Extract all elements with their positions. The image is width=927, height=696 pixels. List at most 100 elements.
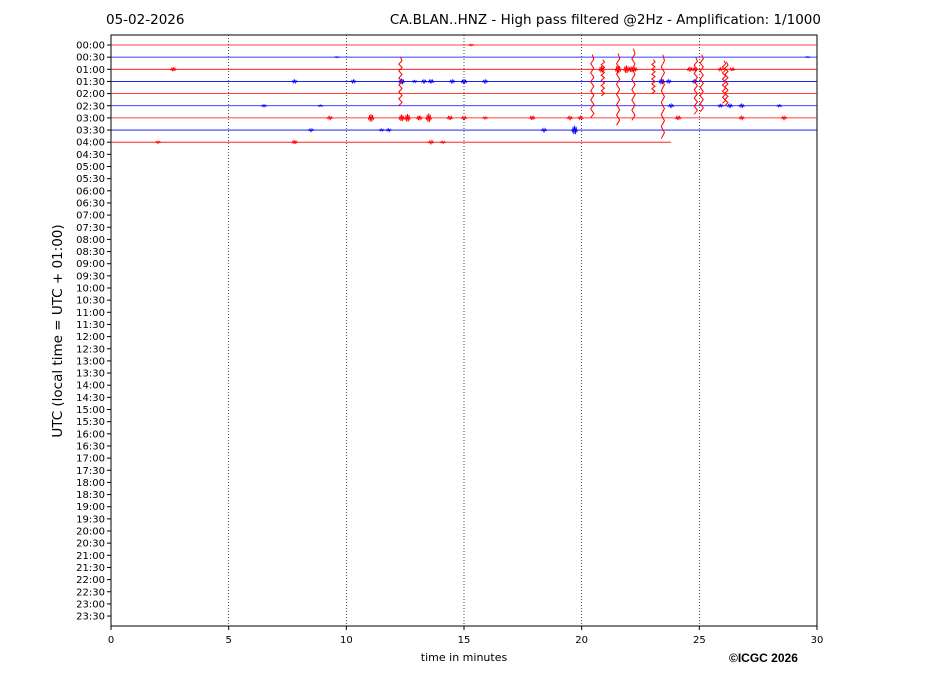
- y-tick-label: 07:00: [76, 211, 105, 222]
- y-axis-label: UTC (local time = UTC + 01:00): [50, 224, 66, 438]
- y-tick-label: 15:30: [76, 417, 105, 428]
- y-tick-label: 02:00: [76, 89, 105, 100]
- earthquake-spike: [590, 54, 595, 119]
- y-tick-label: 20:30: [76, 539, 105, 550]
- y-tick-label: 21:00: [76, 551, 105, 562]
- x-tick-label: 15: [458, 635, 471, 646]
- seismic-burst: [666, 102, 675, 109]
- y-tick-label: 11:00: [76, 308, 105, 319]
- x-tick-label: 10: [340, 635, 353, 646]
- seismic-burst: [726, 102, 734, 109]
- seismic-burst: [776, 103, 783, 108]
- seismic-burst: [446, 115, 454, 120]
- seismic-burst: [481, 115, 489, 120]
- x-axis-label: time in minutes: [420, 651, 508, 664]
- seismic-burst: [326, 114, 334, 121]
- y-tick-label: 06:30: [76, 198, 105, 209]
- y-tick-label: 14:00: [76, 381, 105, 392]
- seismic-burst: [154, 140, 162, 145]
- y-tick-label: 11:30: [76, 320, 105, 331]
- y-tick-label: 17:30: [76, 466, 105, 477]
- seismic-burst: [367, 113, 375, 122]
- y-tick-label: 21:30: [76, 563, 105, 574]
- x-tick-label: 5: [225, 635, 231, 646]
- y-tick-label: 03:00: [76, 113, 105, 124]
- seismic-burst: [378, 127, 385, 132]
- seismic-burst: [528, 115, 536, 120]
- seismic-burst: [737, 114, 745, 121]
- seismic-burst: [566, 114, 574, 121]
- seismic-burst: [729, 66, 736, 72]
- earthquake-spike: [600, 59, 606, 97]
- seismic-burst: [384, 127, 392, 133]
- y-tick-label: 13:00: [76, 356, 105, 367]
- seismic-burst: [716, 66, 724, 73]
- seismic-burst: [411, 79, 418, 84]
- earthquake-spike: [724, 61, 729, 107]
- y-tick-label: 09:00: [76, 259, 105, 270]
- copyright-label: ©ICGC 2026: [729, 651, 798, 665]
- y-tick-label: 03:30: [76, 126, 105, 137]
- seismic-burst: [623, 65, 630, 74]
- seismic-burst: [481, 78, 489, 85]
- earthquake-spike: [699, 54, 704, 113]
- seismic-burst: [779, 114, 788, 121]
- y-tick-label: 22:30: [76, 587, 105, 598]
- y-tick-label: 20:00: [76, 527, 105, 538]
- seismic-burst: [571, 125, 578, 135]
- y-tick-label: 23:00: [76, 599, 105, 610]
- y-tick-label: 16:00: [76, 429, 105, 440]
- y-tick-label: 01:30: [76, 77, 105, 88]
- seismic-burst: [291, 78, 298, 85]
- x-tick-label: 20: [575, 635, 588, 646]
- earthquake-spike: [660, 54, 666, 139]
- y-tick-label: 19:30: [76, 514, 105, 525]
- y-tick-label: 09:30: [76, 271, 105, 282]
- y-tick-label: 00:30: [76, 53, 105, 64]
- y-tick-label: 12:30: [76, 344, 105, 355]
- seismic-burst: [448, 78, 456, 85]
- seismic-burst: [306, 127, 315, 133]
- earthquake-spike: [398, 56, 403, 107]
- y-tick-label: 15:00: [76, 405, 105, 416]
- y-tick-label: 02:30: [76, 101, 105, 112]
- seismic-burst: [317, 104, 324, 108]
- y-tick-label: 01:00: [76, 65, 105, 76]
- seismic-burst: [674, 115, 682, 120]
- seismic-burst: [460, 78, 468, 84]
- chart-title: CA.BLAN..HNZ - High pass filtered @2Hz -…: [389, 12, 821, 28]
- seismic-burst: [291, 139, 298, 144]
- y-tick-label: 10:30: [76, 296, 105, 307]
- y-tick-label: 13:30: [76, 369, 105, 380]
- y-tick-label: 10:00: [76, 284, 105, 295]
- seismic-burst: [404, 113, 411, 122]
- seismic-burst: [425, 113, 433, 123]
- y-tick-label: 00:00: [76, 41, 105, 52]
- x-tick-label: 30: [811, 635, 824, 646]
- seismic-burst: [804, 56, 811, 59]
- y-tick-label: 18:30: [76, 490, 105, 501]
- y-tick-label: 04:00: [76, 138, 105, 149]
- x-tick-label: 0: [108, 635, 114, 646]
- earthquake-spike: [615, 53, 621, 126]
- seismic-burst: [439, 140, 447, 145]
- seismic-burst: [460, 114, 468, 121]
- seismic-burst: [427, 78, 435, 84]
- y-tick-label: 04:30: [76, 150, 105, 161]
- y-tick-label: 08:00: [76, 235, 105, 246]
- seismic-burst: [467, 43, 475, 47]
- seismic-burst: [415, 115, 423, 121]
- seismic-burst: [665, 78, 672, 85]
- x-tick-label: 25: [693, 635, 706, 646]
- y-tick-label: 22:00: [76, 575, 105, 586]
- y-tick-label: 12:00: [76, 332, 105, 343]
- y-tick-label: 14:30: [76, 393, 105, 404]
- seismic-burst: [349, 78, 357, 85]
- seismic-burst: [169, 66, 177, 72]
- seismic-burst: [426, 139, 435, 146]
- y-tick-label: 23:30: [76, 612, 105, 623]
- earthquake-spike: [693, 56, 699, 115]
- y-tick-label: 05:00: [76, 162, 105, 173]
- seismic-burst: [716, 103, 724, 109]
